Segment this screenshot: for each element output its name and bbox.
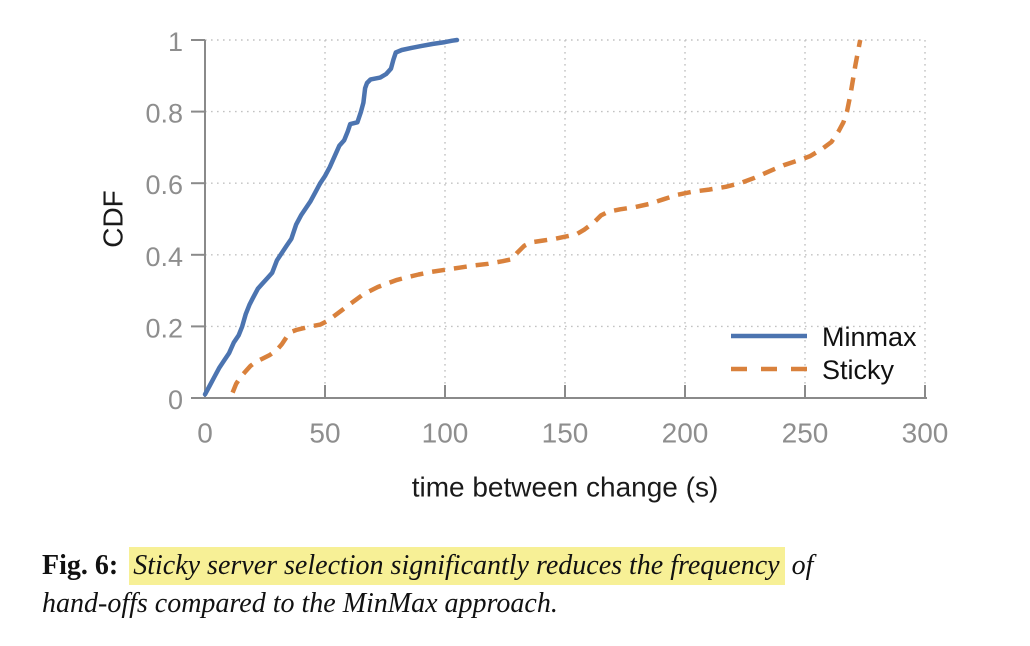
caption-highlighted-text: Sticky server selection significantly re…: [129, 547, 785, 585]
y-tick-label: 0.6: [145, 170, 183, 200]
y-tick-label: 1: [168, 27, 183, 57]
figure-caption: Fig. 6: Sticky server selection signific…: [42, 547, 1027, 623]
series-lines: [202, 37, 863, 397]
legend: Minmax Sticky: [731, 322, 917, 385]
x-tick-label: 150: [542, 418, 589, 449]
y-axis-title: CDF: [98, 190, 129, 248]
x-tick-label: 100: [422, 418, 469, 449]
series-line-minmax: [202, 37, 460, 397]
caption-line2-text: hand-offs compared to the MinMax approac…: [42, 588, 558, 619]
y-tick-label: 0.4: [145, 242, 183, 272]
x-tick-label: 0: [197, 418, 213, 449]
y-tick-label: 0: [168, 385, 183, 415]
legend-label-minmax: Minmax: [822, 322, 917, 352]
x-tick-label: 50: [309, 418, 340, 449]
x-tick-label: 250: [782, 418, 829, 449]
caption-after-highlight: of: [791, 550, 814, 581]
caption-line-2: hand-offs compared to the MinMax approac…: [42, 585, 1027, 623]
y-tick-label: 0.8: [145, 99, 183, 129]
tick-labels: 0 0.2 0.4 0.6 0.8 1 0 50 100 150 200 250 300: [145, 27, 948, 449]
x-axis-title: time between change (s): [412, 472, 719, 503]
cdf-chart: 0 0.2 0.4 0.6 0.8 1 0 50 100 150 200 250 300 Minmax …: [98, 27, 949, 503]
x-tick-label: 200: [662, 418, 709, 449]
x-tick-label: 300: [902, 418, 949, 449]
axes: [191, 39, 927, 399]
figure-caption-label: Fig. 6:: [42, 550, 119, 581]
grid-lines: [205, 39, 926, 398]
y-tick-label: 0.2: [145, 313, 183, 343]
series-line-sticky: [230, 39, 863, 394]
caption-line-1: Fig. 6: Sticky server selection signific…: [42, 547, 1027, 585]
legend-label-sticky: Sticky: [822, 355, 895, 385]
